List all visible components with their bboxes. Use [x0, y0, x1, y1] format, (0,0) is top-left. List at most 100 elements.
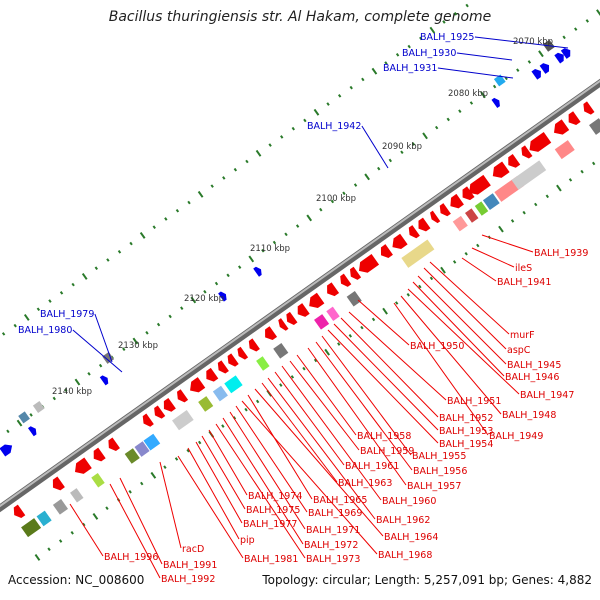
reverse-track-tick — [545, 194, 550, 199]
reverse-track-tick — [591, 161, 596, 166]
reverse-gene-arrow — [408, 225, 420, 239]
forward-track-tick — [295, 224, 300, 228]
reverse-gene-arrow — [358, 254, 380, 273]
reverse-gene-label: BALH_1952 — [439, 413, 493, 424]
forward-track-tick — [434, 125, 439, 130]
backbone-highlight — [0, 79, 600, 508]
reverse-gene-arrow — [217, 360, 229, 374]
forward-label-line — [72, 329, 123, 373]
reverse-track-tick — [324, 348, 330, 356]
outer-tick — [81, 272, 88, 280]
feature-box — [91, 473, 105, 488]
forward-feature-box — [493, 74, 506, 87]
reverse-track-tick — [371, 317, 376, 322]
forward-track-tick — [585, 19, 589, 23]
reverse-label-line — [407, 288, 520, 395]
reverse-label-line — [348, 311, 447, 401]
reverse-track-tick — [302, 366, 306, 371]
reverse-track-tick — [580, 169, 584, 174]
forward-gene-label: BALH_1931 — [383, 63, 437, 74]
reverse-gene-arrow — [237, 346, 249, 360]
feature-box — [326, 306, 340, 321]
reverse-gene-label: BALH_1954 — [439, 439, 493, 450]
reverse-label-line — [315, 341, 413, 471]
forward-feature-box — [18, 411, 30, 424]
map-title: Bacillus thuringiensis str. Al Hakam, co… — [108, 9, 492, 25]
reverse-gene-label: BALH_1981 — [244, 554, 298, 565]
reverse-track-tick — [464, 251, 468, 256]
outer-tick — [371, 67, 378, 75]
reverse-gene-label: BALH_1974 — [248, 491, 302, 502]
reverse-label-line — [235, 405, 308, 513]
feature-box — [143, 433, 161, 451]
feature-box — [474, 201, 489, 216]
reverse-gene-arrow — [227, 353, 239, 367]
forward-track-tick — [306, 214, 313, 222]
forward-track-tick — [480, 91, 486, 99]
forward-track-tick — [527, 60, 532, 64]
forward-gene-label: BALH_1925 — [420, 32, 474, 43]
reverse-gene-label: BALH_1953 — [439, 426, 493, 437]
reverse-gene-label: BALH_1992 — [161, 574, 215, 585]
reverse-label-line — [254, 388, 384, 537]
reverse-gene-arrow — [439, 203, 451, 217]
forward-track-tick — [74, 378, 81, 386]
outer-tick — [152, 225, 156, 229]
reverse-gene-label: BALH_1947 — [520, 390, 574, 401]
outer-tick — [255, 149, 262, 157]
forward-track-tick — [342, 191, 346, 196]
backbone — [0, 78, 600, 513]
outer-tick — [175, 208, 180, 213]
reverse-track-tick — [498, 225, 504, 233]
reverse-gene-label: BALH_1964 — [384, 532, 438, 543]
reverse-gene-label: BALH_1955 — [412, 451, 466, 462]
reverse-label-line — [274, 371, 345, 466]
outer-tick — [48, 299, 52, 303]
reverse-gene-arrow — [297, 303, 310, 317]
reverse-track-tick — [337, 342, 341, 346]
reverse-label-line — [281, 365, 382, 501]
reverse-gene-label: BALH_1972 — [304, 540, 358, 551]
reverse-track-tick — [198, 440, 202, 445]
reverse-gene-arrow — [278, 318, 289, 331]
feature-box — [401, 239, 435, 268]
outer-tick — [303, 118, 307, 123]
reverse-track-tick — [556, 184, 562, 192]
forward-track-tick — [538, 50, 544, 58]
forward-gene-arrow — [218, 291, 227, 302]
forward-track-tick — [248, 255, 255, 263]
forward-feature-box — [102, 351, 114, 364]
forward-track-tick — [203, 289, 207, 294]
reverse-track-tick — [395, 301, 399, 305]
outer-tick — [59, 291, 64, 295]
forward-gene-arrow — [253, 266, 262, 277]
reverse-label-line — [69, 503, 104, 557]
forward-track-tick — [16, 419, 23, 427]
reverse-gene-arrow — [265, 326, 278, 341]
reverse-track-tick — [34, 554, 41, 561]
feature-box — [36, 510, 52, 527]
outer-tick — [106, 258, 110, 262]
reverse-gene-arrow — [521, 145, 533, 159]
forward-track-tick — [272, 240, 277, 245]
accession-label: Accession: NC_008600 — [8, 573, 145, 587]
reverse-gene-label: BALH_1946 — [505, 372, 559, 383]
outer-tick — [326, 102, 330, 106]
forward-track-tick — [98, 363, 103, 368]
forward-gene-arrow — [560, 48, 571, 59]
reverse-label-line — [215, 423, 306, 559]
reverse-track-tick — [313, 358, 318, 363]
reverse-label-line — [307, 347, 407, 486]
reverse-gene-label: BALH_1991 — [163, 560, 217, 571]
outer-tick — [222, 176, 226, 180]
reverse-track-tick — [510, 219, 515, 223]
reverse-gene-label: BALH_1951 — [447, 396, 501, 407]
reverse-label-line — [229, 411, 306, 530]
reverse-track-tick — [440, 266, 446, 274]
reverse-gene-arrow — [462, 186, 475, 201]
forward-gene-arrow — [554, 52, 564, 64]
feature-box — [482, 193, 500, 211]
forward-label-line — [456, 52, 513, 61]
reverse-gene-label: BALH_1996 — [104, 552, 158, 563]
reverse-label-line — [393, 302, 489, 436]
